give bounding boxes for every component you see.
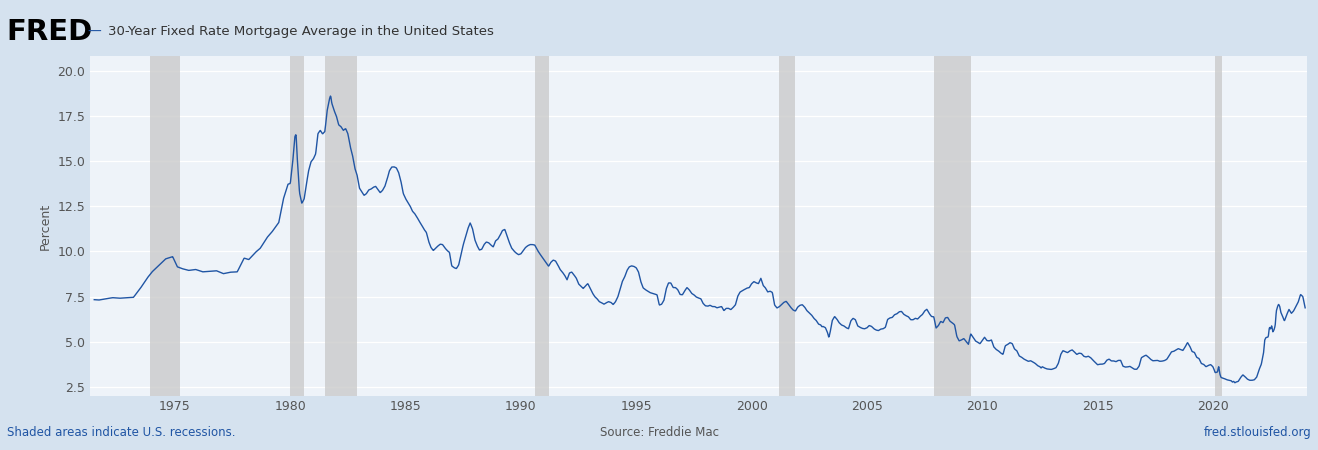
Bar [934,56,971,396]
Y-axis label: Percent: Percent [40,202,51,250]
Bar [150,56,179,396]
Bar [535,56,548,396]
Text: 30-Year Fixed Rate Mortgage Average in the United States: 30-Year Fixed Rate Mortgage Average in t… [108,25,494,38]
Text: Source: Freddie Mac: Source: Freddie Mac [600,426,718,439]
Text: fred.stlouisfed.org: fred.stlouisfed.org [1203,426,1311,439]
Bar [326,56,357,396]
Bar [290,56,304,396]
Text: —: — [87,24,100,39]
Bar [1215,56,1222,396]
Text: FRED: FRED [7,18,92,45]
Bar [779,56,796,396]
Text: Shaded areas indicate U.S. recessions.: Shaded areas indicate U.S. recessions. [7,426,235,439]
